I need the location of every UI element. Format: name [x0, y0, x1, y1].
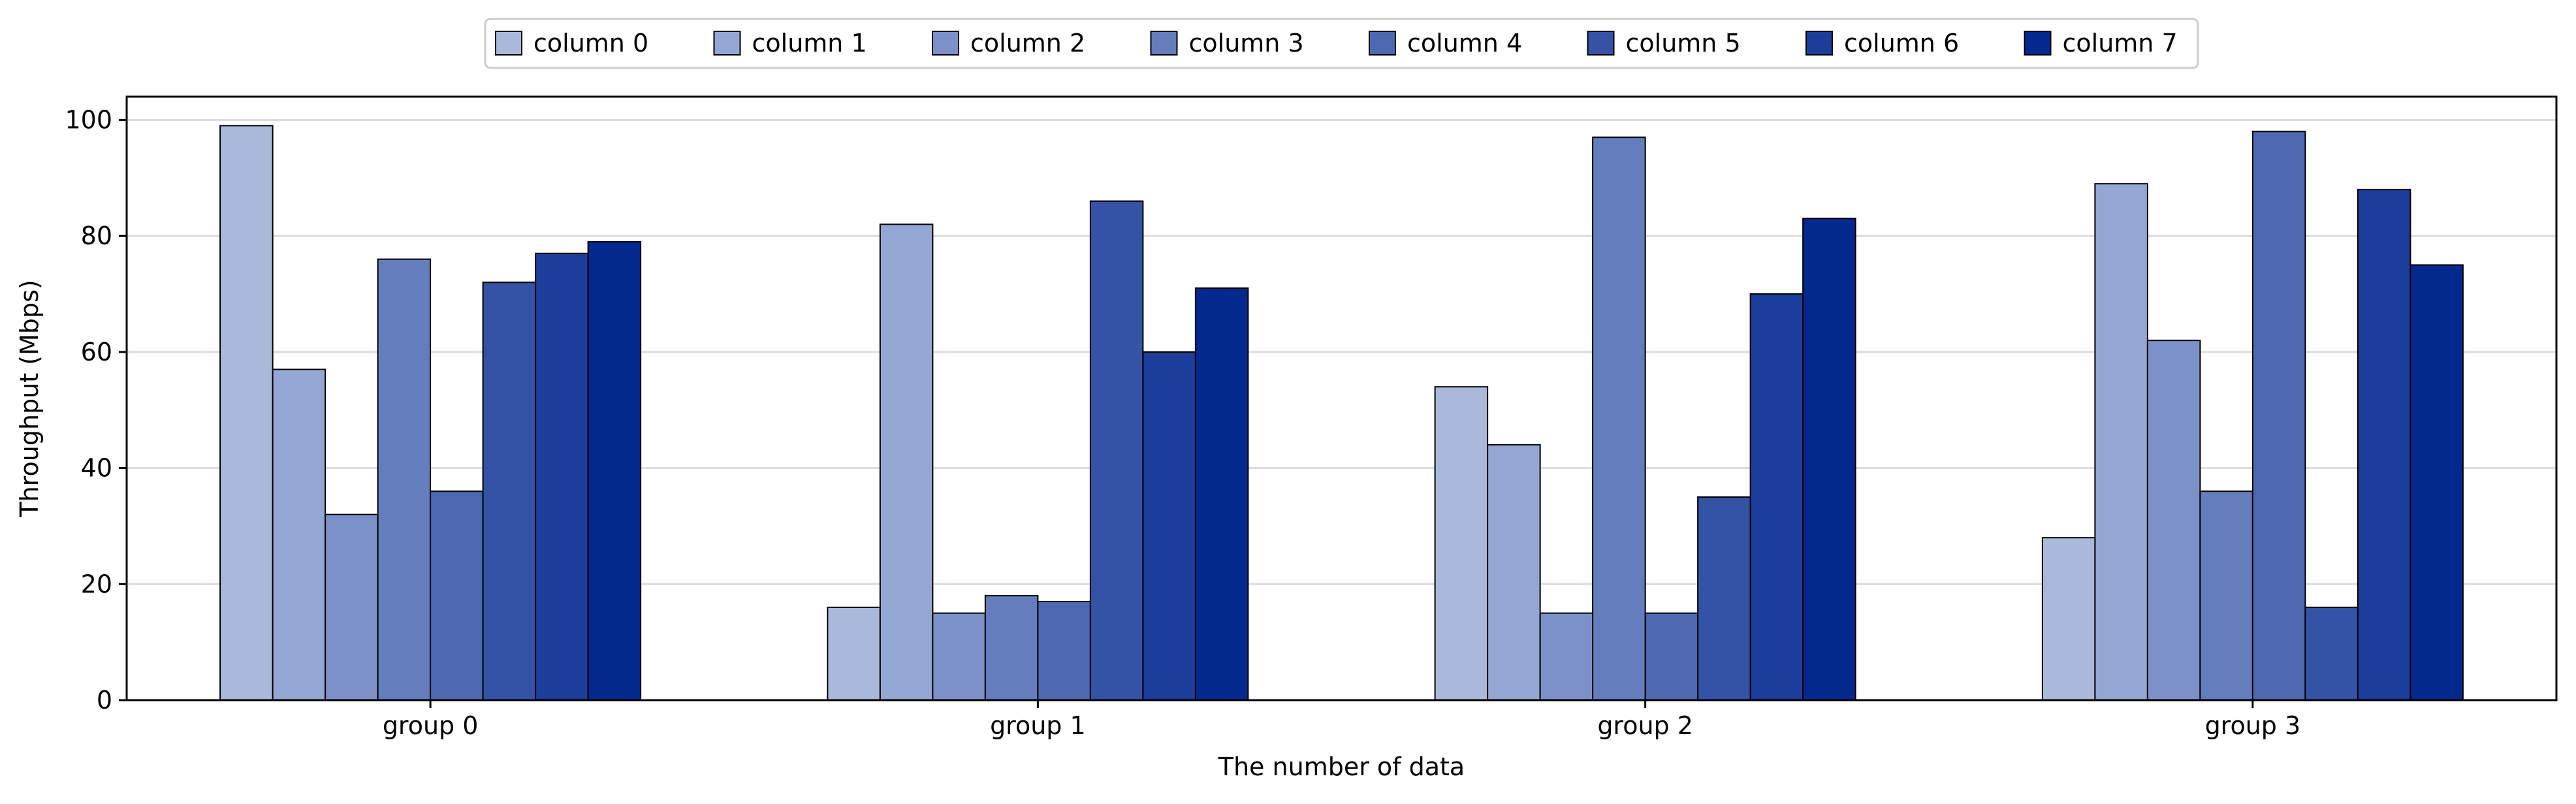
bar-column-1-group-2	[1487, 444, 1541, 701]
bar-column-5-group-1	[1089, 200, 1144, 701]
legend-label: column 1	[752, 29, 867, 57]
legend-label: column 2	[970, 29, 1085, 57]
legend-swatch	[1587, 31, 1615, 56]
bar-column-0-group-2	[1434, 386, 1489, 701]
bar-column-4-group-1	[1037, 600, 1091, 701]
x-axis-label: The number of data	[1218, 752, 1465, 781]
bar-column-7-group-2	[1802, 217, 1856, 701]
legend-item: column 0	[495, 29, 648, 57]
x-axis: group 0 group 1 group 2 group 3	[383, 700, 2300, 740]
legend-swatch	[932, 31, 959, 56]
bar-column-2-group-2	[1539, 612, 1594, 701]
legend-item: column 5	[1587, 29, 1741, 57]
legend-swatch	[1369, 31, 1396, 56]
y-tick-label: 0	[97, 686, 112, 715]
y-tick-label: 100	[65, 106, 112, 135]
bar-column-6-group-0	[535, 252, 589, 701]
legend-frame	[484, 18, 2199, 69]
bar-column-6-group-2	[1749, 293, 1804, 701]
bar-column-2-group-0	[325, 513, 379, 701]
x-tick-label: group 3	[2205, 711, 2301, 740]
y-tick-label: 40	[81, 454, 112, 483]
bar-column-0-group-3	[2041, 537, 2096, 701]
x-tick-label: group 2	[1597, 711, 1693, 740]
legend-swatch	[2024, 31, 2052, 56]
bar-column-7-group-3	[2409, 264, 2464, 701]
legend-label: column 3	[1189, 29, 1304, 57]
legend-label: column 0	[533, 29, 648, 57]
bar-column-3-group-2	[1592, 137, 1646, 701]
bar-column-4-group-0	[430, 490, 484, 701]
bar-column-3-group-0	[377, 258, 432, 701]
y-tick-label: 20	[81, 570, 112, 598]
legend: column 0 column 1 column 2 column 3 column 4…	[484, 18, 2199, 69]
bar-column-1-group-1	[879, 223, 934, 701]
bar-column-7-group-0	[587, 241, 642, 701]
legend-swatch	[495, 31, 522, 56]
legend-label: column 5	[1626, 29, 1741, 57]
bar-column-5-group-3	[2304, 606, 2359, 701]
bar-column-4-group-2	[1644, 612, 1699, 701]
legend-label: column 4	[1407, 29, 1522, 57]
bar-column-0-group-0	[219, 125, 274, 701]
legend-swatch	[713, 31, 741, 56]
bar-column-5-group-0	[482, 281, 537, 701]
bar-column-1-group-0	[272, 368, 326, 701]
bar-column-1-group-3	[2094, 183, 2148, 701]
y-tick-label: 80	[81, 221, 112, 250]
bar-column-7-group-1	[1194, 287, 1249, 701]
bar-column-2-group-3	[2146, 340, 2201, 701]
y-axis-label: Throughput (Mbps)	[15, 280, 44, 517]
y-tick-label: 60	[81, 338, 112, 366]
legend-label: column 6	[1844, 29, 1959, 57]
bar-column-0-group-1	[827, 606, 881, 701]
bar-column-2-group-1	[932, 612, 986, 701]
plot-frame	[125, 95, 2558, 701]
y-axis: 0 20 40 60 80 100	[65, 106, 127, 715]
bar-column-5-group-2	[1697, 496, 1751, 701]
x-tick-label: group 1	[990, 711, 1086, 740]
legend-swatch	[1805, 31, 1833, 56]
bars	[219, 125, 2464, 701]
legend-swatch	[1150, 31, 1178, 56]
legend-item: column 6	[1805, 29, 1959, 57]
x-tick-label: group 0	[383, 711, 479, 740]
legend-label: column 7	[2063, 29, 2178, 57]
legend-item: column 3	[1150, 29, 1304, 57]
legend-item: column 4	[1369, 29, 1522, 57]
legend-item: column 2	[932, 29, 1085, 57]
bar-column-3-group-3	[2199, 490, 2253, 701]
bar-column-6-group-1	[1142, 351, 1196, 701]
bar-column-6-group-3	[2357, 189, 2411, 701]
bar-column-3-group-1	[984, 595, 1039, 701]
legend-item: column 1	[713, 29, 867, 57]
legend-item: column 7	[2024, 29, 2178, 57]
bar-column-4-group-3	[2251, 131, 2306, 701]
